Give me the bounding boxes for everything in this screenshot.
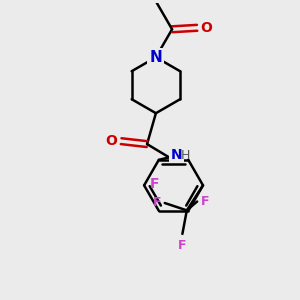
Text: N: N	[149, 50, 162, 65]
Text: N: N	[171, 148, 182, 162]
Text: F: F	[153, 196, 161, 209]
Text: O: O	[201, 21, 212, 35]
Text: O: O	[106, 134, 118, 148]
Text: F: F	[178, 239, 187, 252]
Text: F: F	[149, 177, 159, 191]
Text: F: F	[201, 195, 209, 208]
Text: H: H	[180, 149, 190, 162]
